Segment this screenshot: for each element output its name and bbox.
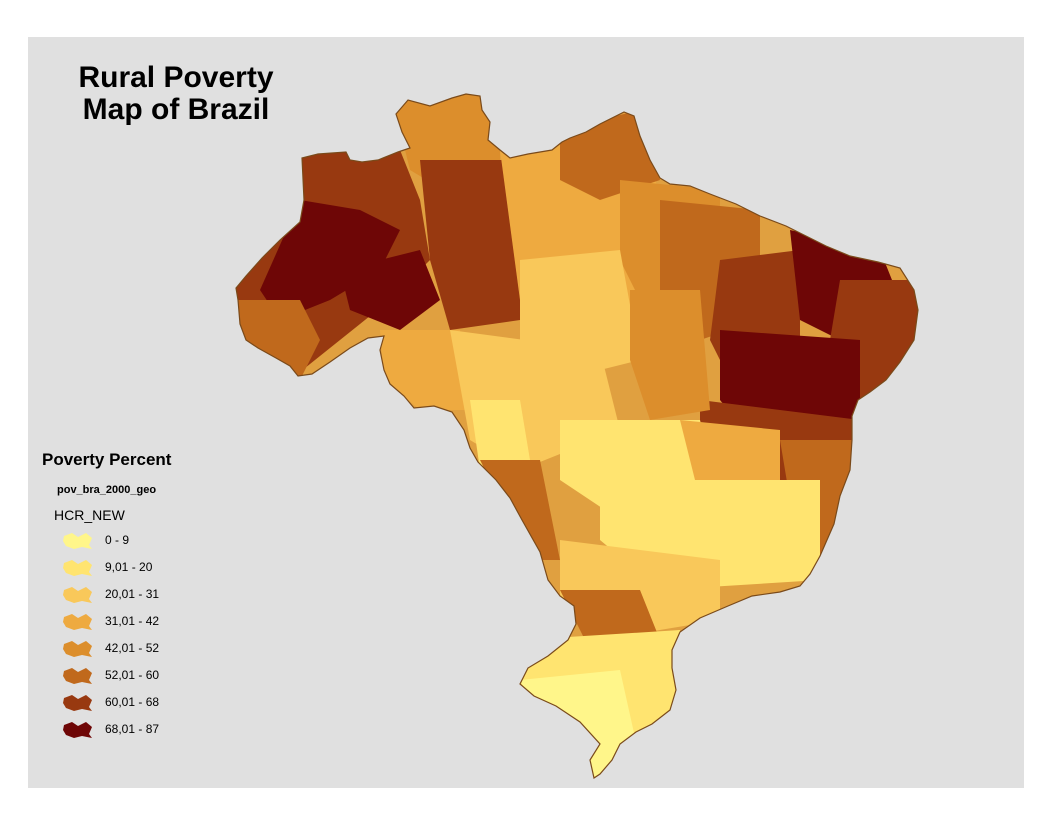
legend-item-label: 42,01 - 52 [105,641,160,655]
legend-swatch-icon [63,587,92,603]
legend-swatch-icon [63,533,92,549]
legend-layer-name: pov_bra_2000_geo [57,484,157,496]
legend-swatch-icon [63,695,92,711]
region-tocantins [630,290,710,420]
legend-swatch-icon [63,722,92,738]
legend-item-label: 0 - 9 [105,533,130,547]
legend-item-label: 60,01 - 68 [105,695,160,709]
region-rio-grande-sul [520,670,640,778]
map-title-line1: Rural Poverty [78,61,274,94]
map-regions [236,94,918,778]
legend-item-label: 20,01 - 31 [105,587,160,601]
region-rondonia [380,330,470,410]
region-amazonas-south [340,250,440,330]
legend-swatch-icon [63,641,92,657]
region-amazonas-core [260,200,400,320]
legend-item-label: 68,01 - 87 [105,722,160,736]
legend-item-label: 9,01 - 20 [105,560,153,574]
region-acre [236,300,320,380]
map-title: Rural Poverty Map of Brazil [60,62,292,126]
legend-item-label: 52,01 - 60 [105,668,160,682]
legend-field-name: HCR_NEW [54,507,125,523]
legend-title: Poverty Percent [42,450,172,469]
map-title-line2: Map of Brazil [82,93,270,126]
legend-item-label: 31,01 - 42 [105,614,160,628]
legend-swatch-icon [63,668,92,684]
legend-swatch-icon [63,614,92,630]
region-mt-west [470,400,530,470]
legend-swatch-icon [63,560,92,576]
